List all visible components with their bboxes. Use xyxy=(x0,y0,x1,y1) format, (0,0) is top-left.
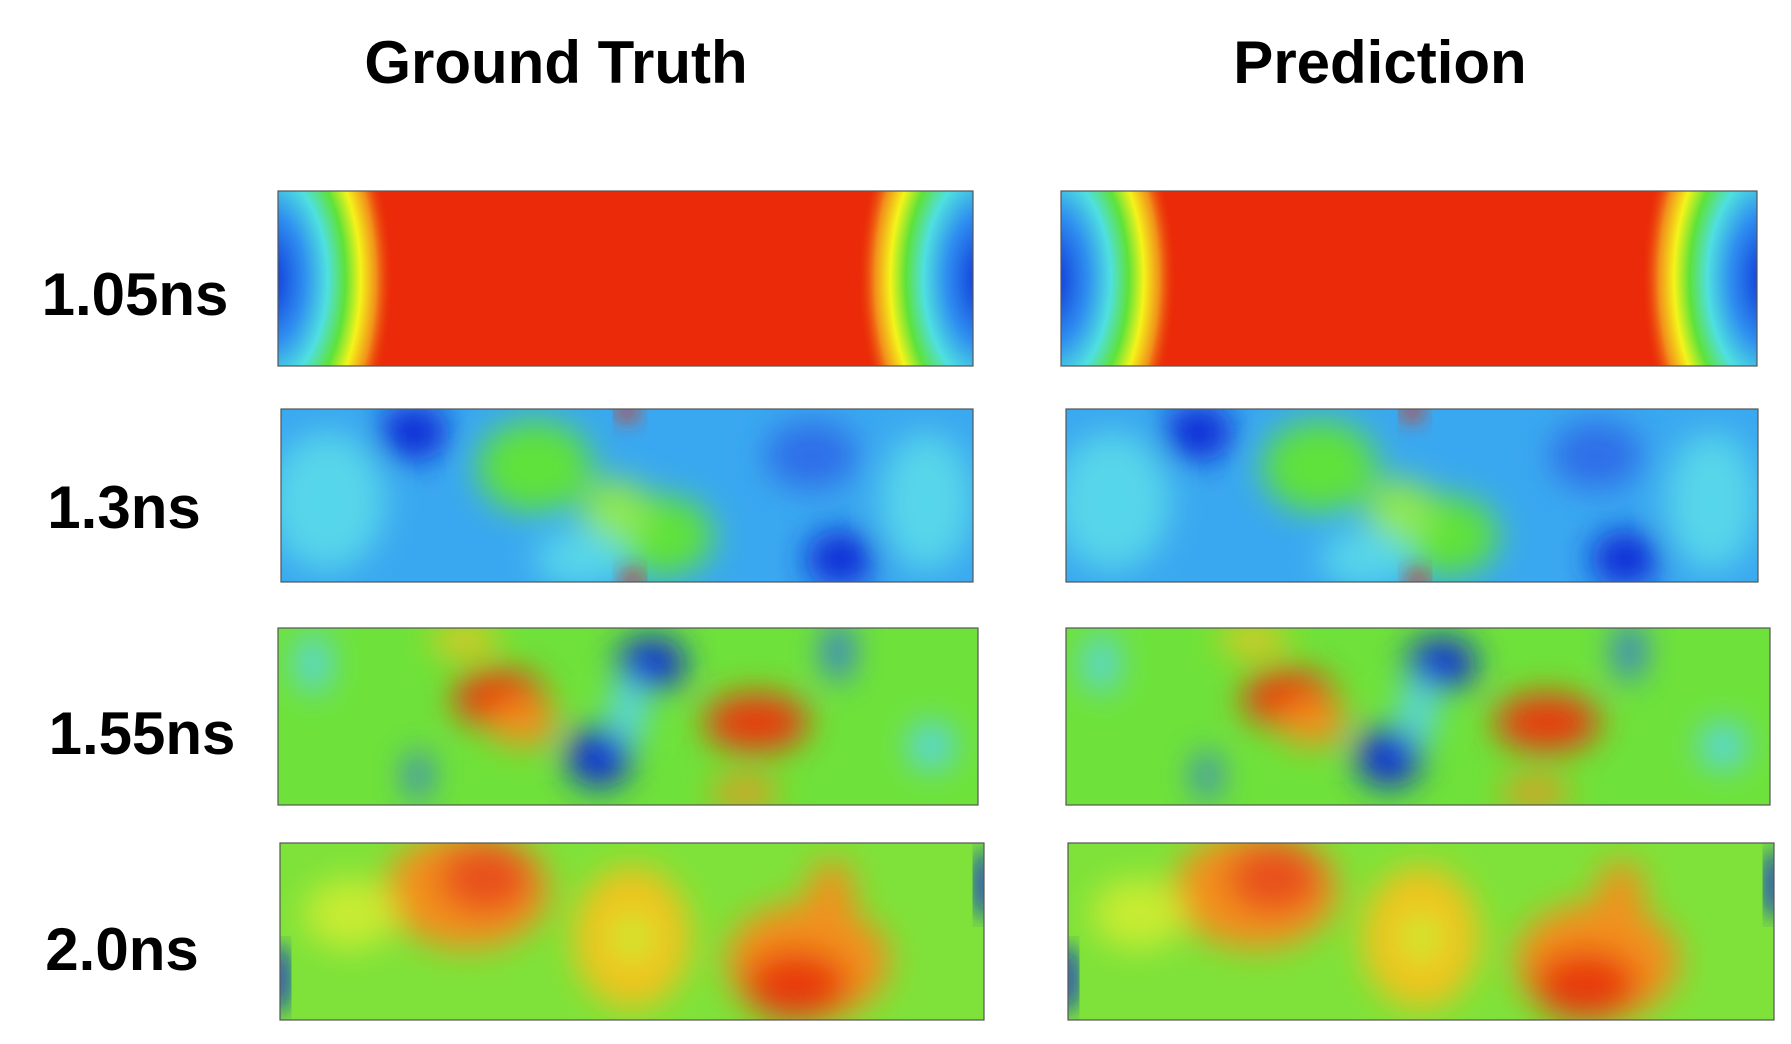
heatmap xyxy=(1059,831,1784,1020)
heatmap-frame xyxy=(277,627,979,806)
column-title: Ground Truth xyxy=(364,29,747,96)
heatmap-frame xyxy=(1067,842,1775,1021)
row-label: 1.55ns xyxy=(49,700,236,767)
heatmap-frame xyxy=(280,408,974,583)
heatmap xyxy=(1054,402,1758,589)
heatmap-frame xyxy=(1065,408,1759,583)
heatmap-frame xyxy=(279,842,985,1021)
heatmap-frame xyxy=(1060,190,1758,367)
heatmap xyxy=(1066,622,1770,807)
heatmap xyxy=(278,622,978,807)
row-label: 2.0ns xyxy=(45,916,198,983)
panels xyxy=(139,57,1791,1021)
heatmap xyxy=(269,402,973,589)
row-label: 1.3ns xyxy=(47,474,200,541)
column-title: Prediction xyxy=(1233,29,1526,96)
heatmap-frame xyxy=(277,190,974,367)
row-label: 1.05ns xyxy=(42,261,229,328)
heatmap xyxy=(271,831,994,1020)
heatmap-frame xyxy=(1065,627,1771,806)
